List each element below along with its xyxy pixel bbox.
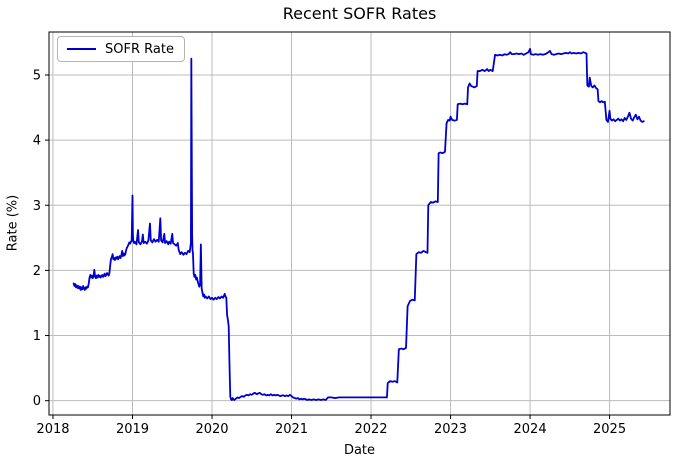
- x-tick-label: 2019: [116, 422, 149, 437]
- x-tick-label: 2025: [593, 422, 626, 437]
- legend-label: SOFR Rate: [105, 41, 174, 57]
- legend: SOFR Rate: [57, 36, 185, 62]
- y-tick-label: 0: [33, 394, 41, 409]
- x-tick-label: 2024: [514, 422, 547, 437]
- y-tick-label: 1: [33, 329, 41, 344]
- x-tick-label: 2018: [36, 422, 69, 437]
- legend-line-sample: [67, 48, 96, 50]
- x-tick-label: 2020: [195, 422, 228, 437]
- x-axis-label: Date: [343, 443, 376, 458]
- x-tick-label: 2021: [275, 422, 308, 437]
- y-tick-label: 2: [33, 264, 41, 279]
- plot-frame: [48, 31, 671, 416]
- chart-title: Recent SOFR Rates: [282, 4, 437, 23]
- y-tick-label: 3: [33, 199, 41, 214]
- sofr-rate-line: [72, 48, 645, 401]
- x-tick-label: 2022: [354, 422, 387, 437]
- x-tick-label: 2023: [434, 422, 467, 437]
- y-tick-label: 5: [33, 68, 41, 83]
- y-axis-label: Rate (%): [5, 194, 21, 252]
- y-tick-label: 4: [33, 134, 41, 149]
